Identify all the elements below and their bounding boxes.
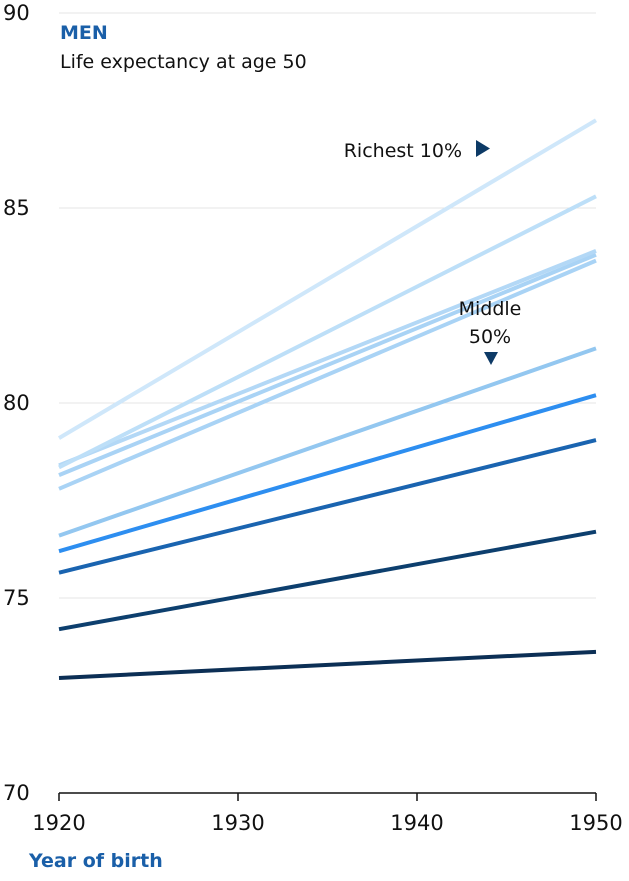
axes: 70 75 80 85 90 1920 1930 1940 1950 — [3, 1, 623, 835]
annotation-richest-label: Richest 10% — [344, 140, 462, 162]
series-line-4 — [58, 393, 597, 554]
annotation-middle-line2: 50% — [469, 326, 511, 348]
chart-title: MEN — [60, 22, 108, 44]
y-tick-label-75: 75 — [3, 586, 30, 610]
series-line-6 — [58, 258, 597, 491]
series-line-9 — [58, 194, 597, 470]
right-triangle-marker-icon — [476, 140, 490, 157]
down-triangle-marker-icon — [484, 352, 498, 365]
annotation-middle-line1: Middle — [459, 298, 522, 320]
y-tick-label-85: 85 — [3, 196, 30, 220]
gridlines — [59, 12, 596, 599]
series-line-2 — [58, 529, 597, 632]
y-tick-label-90: 90 — [3, 1, 30, 25]
series-line-7 — [58, 252, 597, 478]
series-line-8 — [58, 249, 597, 468]
y-tick-label-80: 80 — [3, 391, 30, 415]
series-line-3 — [58, 438, 597, 575]
series-line-10 — [57, 118, 598, 440]
series-line-5 — [58, 346, 597, 538]
x-axis-label: Year of birth — [28, 850, 163, 872]
x-tick-label-1930: 1930 — [211, 811, 264, 835]
y-tick-label-70: 70 — [3, 781, 30, 805]
chart-subtitle: Life expectancy at age 50 — [60, 51, 307, 73]
series-lines — [57, 118, 598, 680]
x-tick-label-1950: 1950 — [569, 811, 622, 835]
x-tick-label-1920: 1920 — [32, 811, 85, 835]
series-line-1 — [58, 649, 597, 680]
x-tick-label-1940: 1940 — [390, 811, 443, 835]
